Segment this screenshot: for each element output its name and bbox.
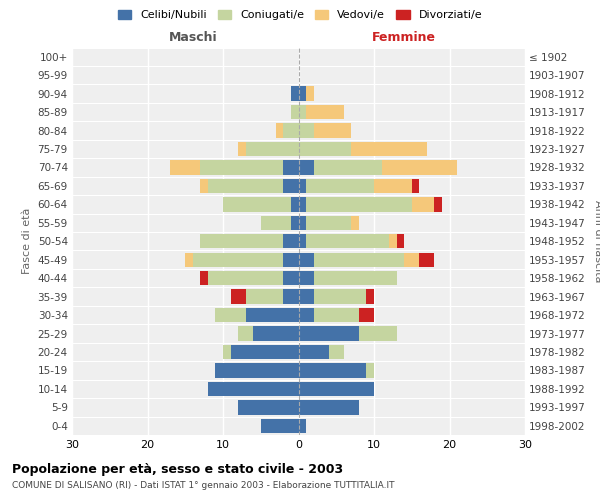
Bar (299, 197, 306, 212)
Bar (306, 86, 314, 101)
Bar (299, 418, 306, 433)
Legend: Celibi/Nubili, Coniugati/e, Vedovi/e, Divorziati/e: Celibi/Nubili, Coniugati/e, Vedovi/e, Di… (113, 6, 487, 25)
Text: Popolazione per età, sesso e stato civile - 2003: Popolazione per età, sesso e stato civil… (12, 462, 343, 475)
Bar (208, 271, 283, 285)
Bar (306, 234, 389, 248)
Bar (397, 234, 404, 248)
Bar (245, 290, 283, 304)
Bar (306, 216, 352, 230)
Bar (291, 216, 299, 230)
Bar (283, 178, 299, 193)
Bar (193, 252, 283, 267)
Bar (314, 290, 367, 304)
Bar (283, 290, 299, 304)
Bar (299, 290, 314, 304)
Bar (299, 400, 359, 414)
Bar (200, 234, 283, 248)
Bar (253, 326, 299, 340)
Bar (299, 105, 306, 120)
Bar (299, 252, 314, 267)
Bar (170, 160, 200, 174)
Bar (223, 197, 291, 212)
Bar (299, 160, 314, 174)
Bar (208, 178, 283, 193)
Text: Maschi: Maschi (169, 31, 217, 44)
Bar (291, 105, 299, 120)
Bar (299, 345, 329, 359)
Bar (283, 252, 299, 267)
Bar (367, 363, 374, 378)
Bar (283, 234, 299, 248)
Bar (299, 142, 352, 156)
Y-axis label: Fasce di età: Fasce di età (22, 208, 32, 274)
Bar (412, 178, 419, 193)
Bar (359, 326, 397, 340)
Y-axis label: Anni di nascita: Anni di nascita (593, 200, 600, 282)
Bar (238, 142, 245, 156)
Bar (352, 216, 359, 230)
Bar (238, 326, 253, 340)
Bar (283, 160, 299, 174)
Bar (223, 345, 230, 359)
Bar (299, 216, 306, 230)
Bar (215, 363, 299, 378)
Bar (382, 160, 457, 174)
Bar (389, 234, 397, 248)
Bar (230, 290, 245, 304)
Bar (419, 252, 434, 267)
Bar (200, 178, 208, 193)
Bar (283, 124, 299, 138)
Bar (208, 382, 299, 396)
Bar (306, 178, 374, 193)
Text: COMUNE DI SALISANO (RI) - Dati ISTAT 1° gennaio 2003 - Elaborazione TUTTITALIA.I: COMUNE DI SALISANO (RI) - Dati ISTAT 1° … (12, 481, 395, 490)
Bar (299, 363, 367, 378)
Bar (314, 271, 397, 285)
Bar (276, 124, 283, 138)
Bar (329, 345, 344, 359)
Bar (299, 326, 359, 340)
Bar (185, 252, 193, 267)
Bar (230, 345, 299, 359)
Bar (299, 124, 314, 138)
Bar (238, 400, 299, 414)
Bar (314, 252, 404, 267)
Bar (299, 271, 314, 285)
Bar (404, 252, 419, 267)
Bar (261, 418, 299, 433)
Bar (215, 308, 245, 322)
Bar (299, 178, 306, 193)
Bar (299, 308, 314, 322)
Bar (306, 197, 412, 212)
Bar (314, 308, 359, 322)
Bar (200, 160, 283, 174)
Bar (299, 86, 306, 101)
Bar (291, 197, 299, 212)
Text: Femmine: Femmine (372, 31, 436, 44)
Bar (314, 160, 382, 174)
Bar (283, 271, 299, 285)
Bar (359, 308, 374, 322)
Bar (245, 142, 299, 156)
Bar (291, 86, 299, 101)
Bar (200, 271, 208, 285)
Bar (374, 178, 412, 193)
Bar (352, 142, 427, 156)
Bar (314, 124, 352, 138)
Bar (299, 234, 306, 248)
Bar (367, 290, 374, 304)
Bar (261, 216, 291, 230)
Bar (299, 382, 374, 396)
Bar (412, 197, 434, 212)
Bar (245, 308, 299, 322)
Bar (434, 197, 442, 212)
Bar (306, 105, 344, 120)
